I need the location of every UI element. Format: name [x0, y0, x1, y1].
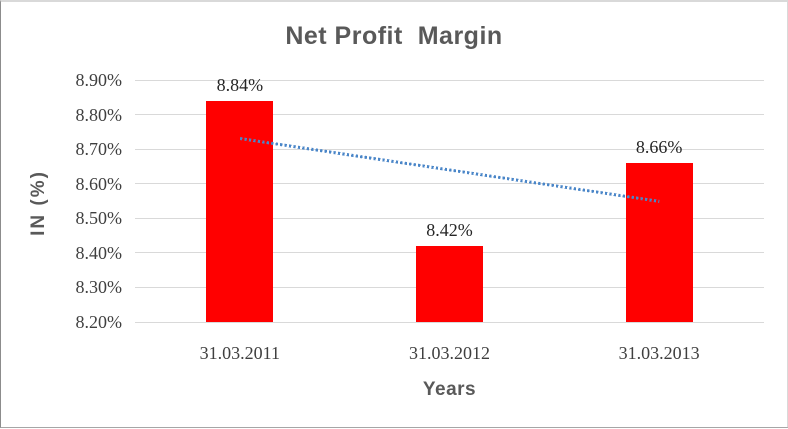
gridline — [135, 79, 764, 81]
trendline — [239, 136, 660, 203]
bar — [625, 162, 693, 322]
gridline — [135, 321, 764, 323]
x-category-label: 31.03.2011 — [199, 343, 280, 363]
y-tick-label: 8.90% — [75, 70, 123, 90]
chart-title: Net Profit Margin — [285, 22, 503, 50]
bar — [416, 245, 483, 322]
bar-data-label: 8.84% — [216, 74, 264, 95]
y-tick-label: 8.50% — [75, 208, 123, 229]
y-tick-label: 8.70% — [75, 139, 123, 160]
gridline — [135, 217, 764, 219]
y-tick-label: 8.80% — [75, 104, 123, 125]
x-category-label: 31.03.2013 — [618, 343, 700, 363]
gridline — [135, 148, 764, 150]
gridline — [135, 183, 764, 185]
x-category-label: 31.03.2012 — [409, 343, 490, 363]
y-tick-label: 8.40% — [75, 242, 123, 263]
bar-data-label: 8.42% — [426, 219, 473, 240]
x-axis-title: Years — [422, 379, 477, 400]
y-tick-label: 8.20% — [75, 312, 123, 332]
bar-data-label: 8.66% — [635, 136, 683, 157]
y-tick-label: 8.60% — [75, 173, 123, 194]
gridline — [135, 114, 764, 116]
y-tick-label: 8.30% — [75, 277, 123, 298]
bar — [206, 100, 274, 322]
